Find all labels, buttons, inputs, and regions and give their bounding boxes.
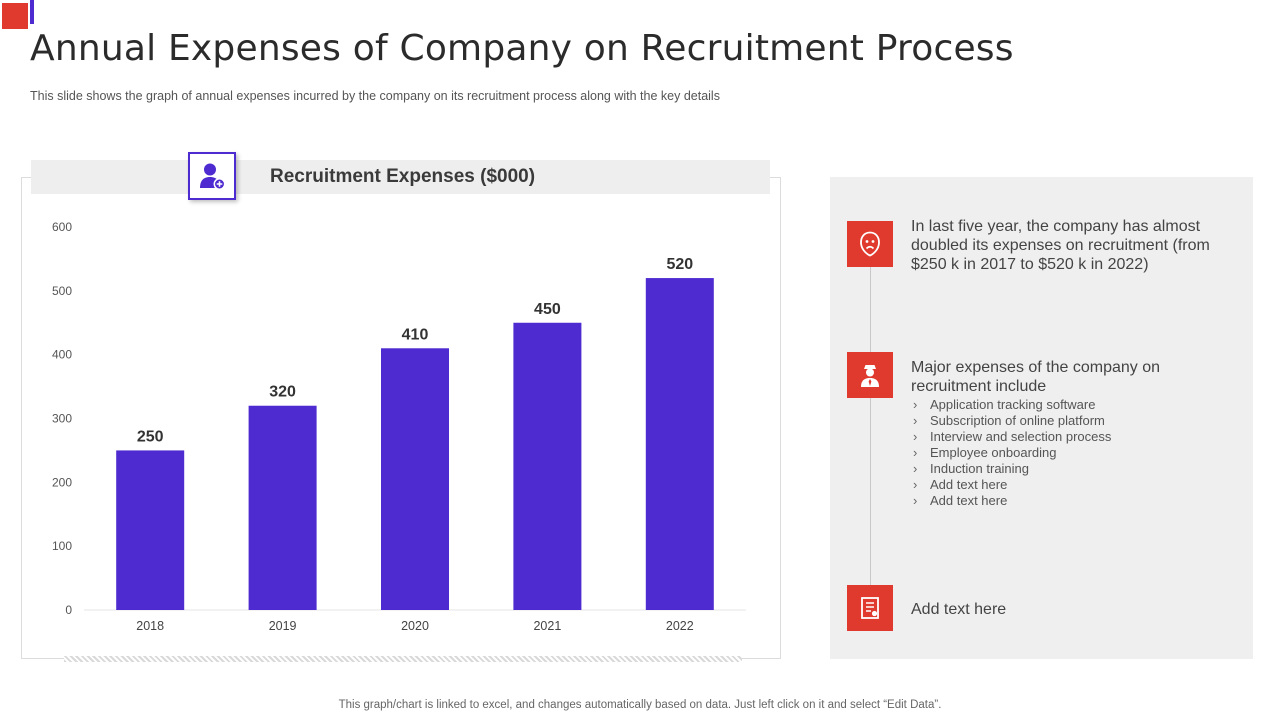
y-tick-label: 200 [52,475,72,489]
bar-value-label: 320 [269,384,296,401]
x-tick-label: 2020 [401,619,429,633]
y-tick-label: 300 [52,412,72,426]
timeline-connector [870,262,871,592]
bar-value-label: 450 [534,301,561,318]
list-item: Add text here [913,477,1111,493]
point-text-1: In last five year, the company has almos… [911,218,1210,273]
y-tick-label: 500 [52,284,72,298]
y-tick-label: 100 [52,539,72,553]
bar-2021 [513,322,582,610]
bar-value-label: 250 [137,428,164,445]
x-tick-label: 2022 [666,619,694,633]
user-add-icon [188,152,236,200]
list-item: Employee onboarding [913,445,1111,461]
slide-title: Annual Expenses of Company on Recruitmen… [30,28,1014,69]
bar-2019 [248,405,317,610]
list-item: Subscription of online platform [913,413,1111,429]
chart-panel-shadow [64,656,742,662]
list-item: Application tracking software [913,397,1111,413]
bar-2020 [381,348,449,610]
list-item: Induction training [913,461,1111,477]
y-tick-label: 400 [52,348,72,362]
y-tick-label: 600 [52,220,72,234]
bar-2018 [116,450,185,610]
bar-value-label: 410 [402,326,429,343]
point-text-2: Major expenses of the company on recruit… [911,359,1161,395]
chart-title: Recruitment Expenses ($000) [270,166,536,187]
x-tick-label: 2021 [533,619,561,633]
chart-header-bar [31,160,770,194]
corner-accent-red [2,3,28,29]
expense-list: Application tracking software Subscripti… [913,397,1111,509]
footer-note: This graph/chart is linked to excel, and… [338,699,942,711]
x-tick-label: 2018 [136,619,164,633]
recruitment-expenses-chart: 0 100 200 300 400 500 600 250 320 410 450 520 2018… [52,220,746,633]
document-icon [847,585,893,631]
bar-2022 [645,278,714,610]
list-item: Add text here [913,493,1111,509]
point-text-3: Add text here [911,601,1007,618]
alert-face-icon [847,221,893,267]
slide-subtitle: This slide shows the graph of annual exp… [30,89,720,103]
employee-icon [847,352,893,398]
x-tick-label: 2019 [269,619,297,633]
corner-accent-blue [30,0,34,24]
bar-value-label: 520 [666,256,693,273]
y-tick-label: 0 [65,603,72,617]
list-item: Interview and selection process [913,429,1111,445]
